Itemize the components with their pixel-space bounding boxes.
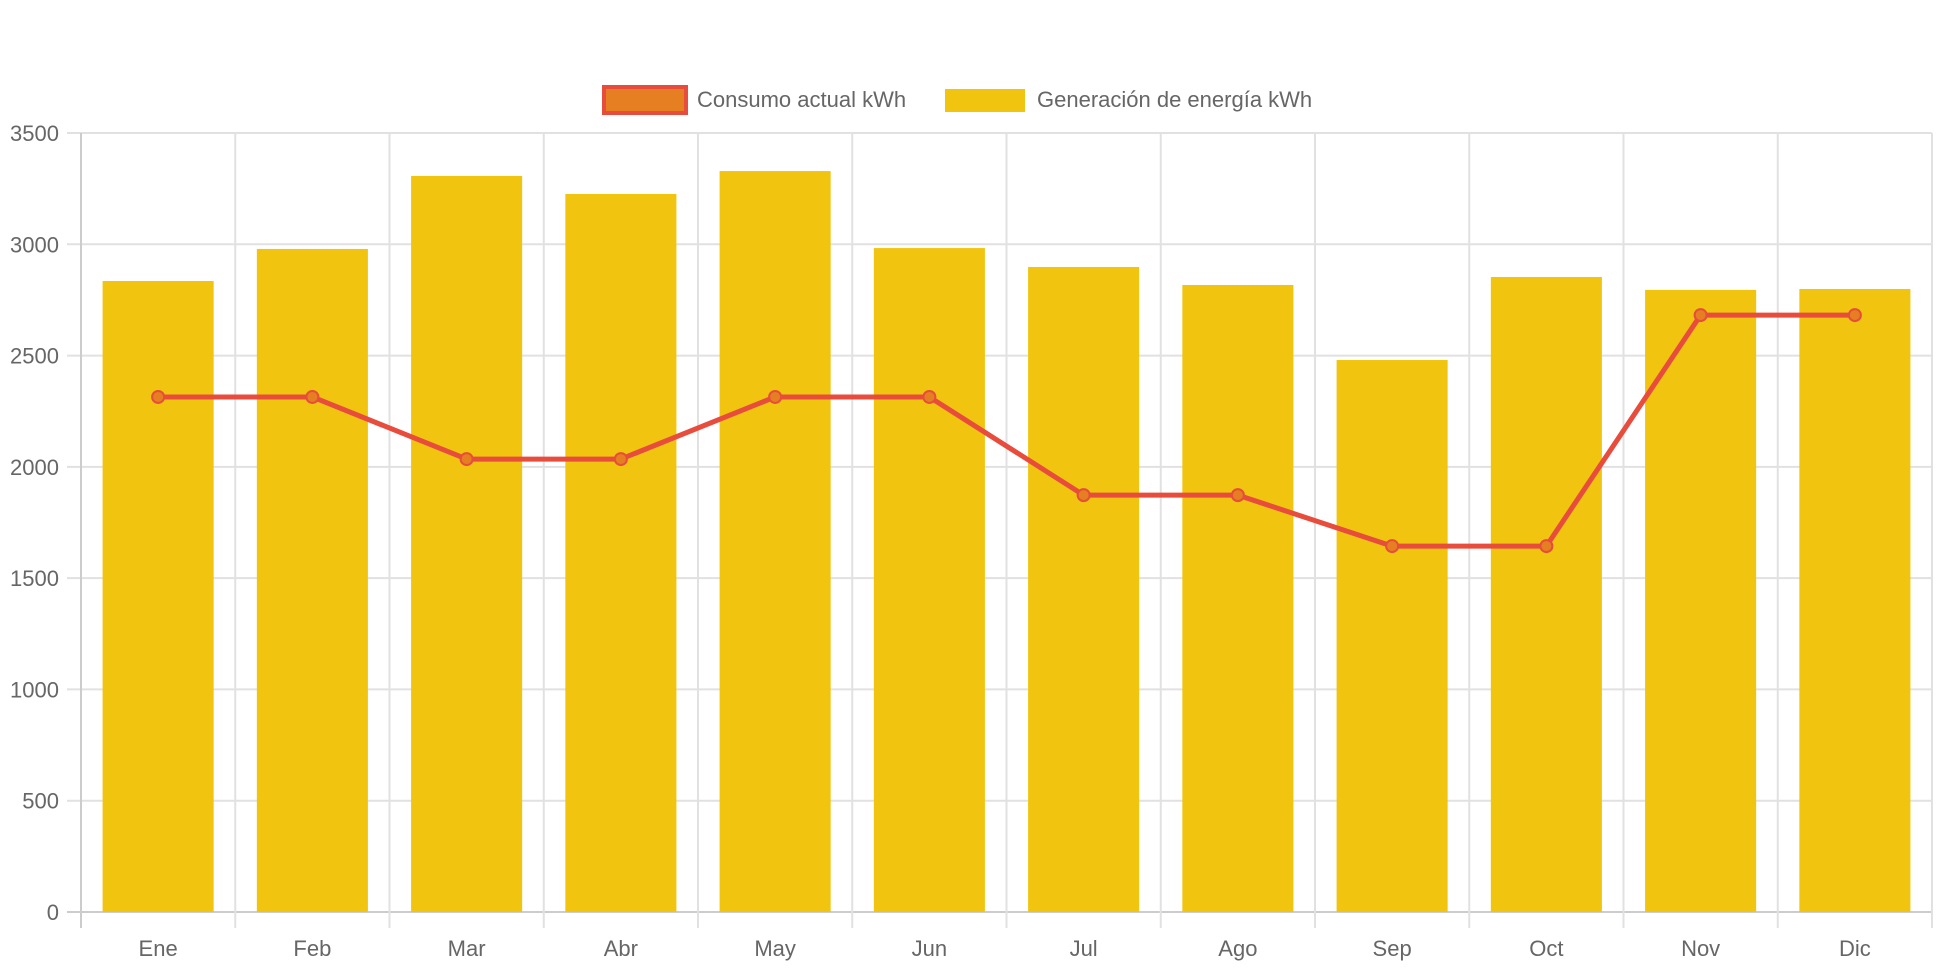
legend-swatch-generacion — [945, 89, 1025, 112]
bar-generacion[interactable] — [1490, 277, 1602, 912]
x-tick-label: Jul — [1070, 936, 1098, 961]
line-path-consumo — [158, 312, 1855, 549]
legend-label-consumo: Consumo actual kWh — [697, 87, 906, 112]
y-tick-label: 3500 — [10, 121, 59, 146]
x-tick-label: Abr — [604, 936, 638, 961]
bar-series-generacion — [102, 171, 1911, 913]
x-tick-label: Mar — [448, 936, 486, 961]
y-tick-label: 2000 — [10, 455, 59, 480]
x-tick-label: Sep — [1373, 936, 1412, 961]
point-consumo[interactable] — [305, 389, 320, 404]
bar-generacion[interactable] — [102, 281, 214, 912]
y-tick-label: 3000 — [10, 232, 59, 257]
bar-generacion[interactable] — [1028, 266, 1140, 912]
legend-item-generacion[interactable]: Generación de energía kWh — [945, 87, 1312, 112]
x-tick-label: Ene — [139, 936, 178, 961]
point-consumo[interactable] — [1539, 539, 1554, 554]
x-tick-label: May — [754, 936, 796, 961]
x-tick-label: Jun — [912, 936, 947, 961]
point-consumo[interactable] — [613, 452, 628, 467]
point-consumo[interactable] — [768, 389, 783, 404]
x-tick-label: Oct — [1529, 936, 1563, 961]
bar-generacion[interactable] — [256, 248, 368, 912]
bar-generacion[interactable] — [411, 175, 523, 912]
point-consumo[interactable] — [151, 389, 166, 404]
legend: Consumo actual kWh Generación de energía… — [602, 85, 1312, 115]
point-consumo[interactable] — [459, 452, 474, 467]
point-consumo[interactable] — [1693, 308, 1708, 323]
x-tick-label: Feb — [293, 936, 331, 961]
x-tick-label: Nov — [1681, 936, 1720, 961]
point-consumo[interactable] — [1385, 539, 1400, 554]
legend-item-consumo[interactable]: Consumo actual kWh — [602, 85, 906, 115]
axes: 0 500 1000 1500 2000 2500 3000 3500 Ene Feb Mar Abr… — [10, 121, 1871, 961]
x-tick-label: Ago — [1218, 936, 1257, 961]
bar-generacion[interactable] — [1182, 285, 1294, 912]
y-tick-label: 2500 — [10, 344, 59, 369]
bar-generacion[interactable] — [873, 248, 985, 912]
point-consumo[interactable] — [1847, 308, 1862, 323]
y-tick-label: 1500 — [10, 566, 59, 591]
y-tick-label: 500 — [22, 789, 59, 814]
legend-swatch-consumo — [602, 85, 688, 115]
bar-generacion[interactable] — [565, 193, 677, 913]
grid-lines — [67, 132, 1933, 928]
legend-label-generacion: Generación de energía kWh — [1037, 87, 1312, 112]
bar-generacion[interactable] — [1336, 360, 1448, 913]
point-consumo[interactable] — [922, 389, 937, 404]
line-series-consumo — [151, 308, 1862, 554]
x-tick-label: Dic — [1839, 936, 1871, 961]
point-consumo[interactable] — [1230, 488, 1245, 503]
y-tick-label: 0 — [47, 900, 59, 925]
point-consumo[interactable] — [1076, 488, 1091, 503]
y-tick-label: 1000 — [10, 677, 59, 702]
bar-generacion[interactable] — [1799, 289, 1911, 912]
bar-generacion[interactable] — [1645, 289, 1757, 913]
bar-generacion[interactable] — [719, 171, 831, 913]
